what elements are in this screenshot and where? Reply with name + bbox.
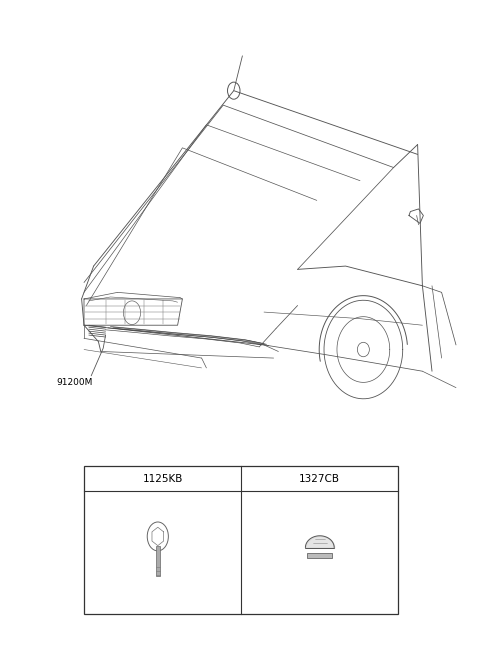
Bar xyxy=(156,547,160,576)
Text: 1327CB: 1327CB xyxy=(300,474,340,484)
Bar xyxy=(307,553,332,558)
Text: 1125KB: 1125KB xyxy=(143,474,183,484)
Bar xyxy=(84,466,398,614)
Text: 91200M: 91200M xyxy=(56,378,93,388)
